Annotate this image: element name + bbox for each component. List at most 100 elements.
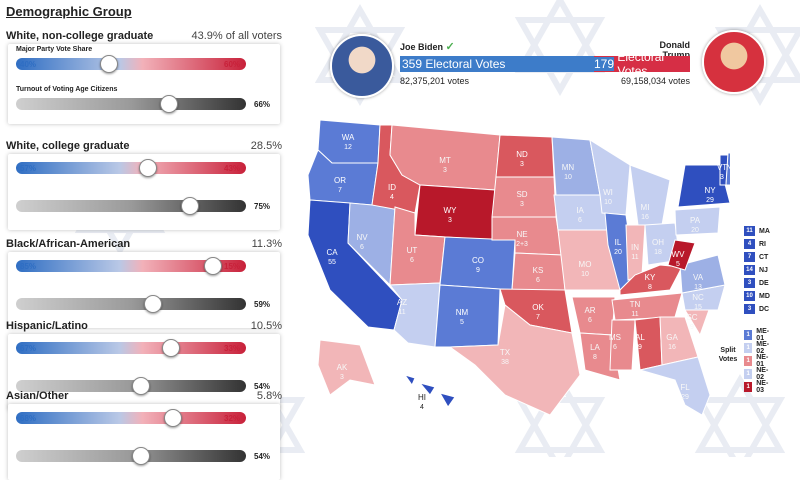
vote-share-slider[interactable] [16,342,246,354]
state-ev: 2+3 [516,241,528,248]
dem-share-value: 85% [20,262,37,271]
group-share: 5.8% [256,390,282,402]
vote-share-handle[interactable] [100,55,118,73]
vote-share-slider[interactable] [16,162,246,174]
state-tn[interactable] [611,292,683,321]
state-fl[interactable] [639,356,711,415]
group-share: 28.5% [250,140,282,152]
rep-candidate-name: Donald Trump [659,40,691,60]
split-ne-01[interactable]: 1 NE-01 [744,354,771,368]
state-label: LA [590,343,600,352]
state-ms[interactable] [609,319,636,371]
turnout-handle[interactable] [132,377,151,395]
vote-share-handle[interactable] [162,339,181,357]
state-ev: 3 [520,201,524,208]
vote-share-handle[interactable] [164,409,183,427]
state-label: MT [439,156,451,165]
legend-ma[interactable]: 11 MA [744,226,770,236]
state-label: CO [472,256,484,265]
state-ev: 10 [604,199,612,206]
legend-ev-box: 7 [744,252,755,262]
state-label: TX [500,348,511,357]
group-card: 68% 32% 54% [8,404,280,480]
state-wv[interactable] [667,239,696,271]
rep-share-value: 60% [224,60,241,69]
group-name: Asian/Other [6,390,69,402]
state-ev: 7 [536,314,540,321]
legend-state-label: CT [759,253,769,261]
state-ev: 15 [694,304,702,311]
vote-share-slider[interactable] [16,412,246,424]
legend-ev-box: 3 [744,278,755,288]
group-name: Black/African-American [6,238,131,250]
state-label: IN [631,243,639,252]
state-ev: 16 [641,214,649,221]
vote-share-handle[interactable] [139,159,158,177]
turnout-handle[interactable] [159,95,178,113]
state-ak[interactable] [317,339,376,396]
split-ne-02[interactable]: 1 NE-02 [744,367,771,381]
state-ev: 3 [448,217,452,224]
turnout-slider[interactable] [16,380,246,392]
turnout-slider[interactable] [16,98,246,110]
turnout-slider[interactable] [16,200,246,212]
state-ev: 7 [338,187,342,194]
group-card: 57% 43% 75% [8,154,280,230]
vote-share-slider[interactable] [16,260,246,272]
split-me-02[interactable]: 1 ME-02 [744,341,772,355]
state-label: NC [692,293,704,302]
state-ev: 29 [681,394,689,401]
dem-ev-number: 359 [402,57,423,71]
group-share: 10.5% [250,320,282,332]
state-ev: 20 [614,249,622,256]
state-label: AK [337,363,348,372]
legend-state-label: DE [759,279,769,287]
legend-de[interactable]: 3 DE [744,278,769,288]
state-hi[interactable] [403,374,456,408]
turnout-slider[interactable] [16,450,246,462]
state-label: NV [356,233,368,242]
state-label: CA [326,248,338,257]
state-label: GA [666,333,678,342]
state-ev: 3 [340,374,344,381]
legend-md[interactable]: 10 MD [744,291,770,301]
legend-ri[interactable]: 4 RI [744,239,766,249]
group-header: Black/African-American 11.3% [6,238,282,250]
group-header: White, college graduate 28.5% [6,140,282,152]
split-me-01[interactable]: 1 ME-01 [744,328,772,342]
rep-share-value: 43% [224,164,241,173]
state-label: SD [516,190,527,199]
state-ny[interactable] [677,164,730,208]
results-header: Joe Biden ✓ Donald Trump 359 Electoral V… [330,30,790,98]
vote-share-slider[interactable] [16,58,246,70]
split-ne-03[interactable]: 1 NE-03 [744,380,771,394]
state-pa[interactable] [674,206,721,236]
biden-avatar [330,34,394,98]
state-label: NH [726,163,730,172]
split-label: NE-02 [756,367,769,381]
state-tx[interactable] [448,304,581,415]
state-va[interactable] [679,254,726,294]
turnout-slider[interactable] [16,298,246,310]
legend-nj[interactable]: 14 NJ [744,265,768,275]
group-card: 67% 33% 54% [8,334,280,410]
rep-share-value: 33% [224,344,241,353]
state-nh[interactable] [725,152,730,186]
state-label: MN [562,163,575,172]
state-mi[interactable] [629,164,671,226]
turnout-handle[interactable] [143,295,162,313]
state-label: MI [641,203,650,212]
turnout-handle[interactable] [132,447,151,465]
turnout-handle[interactable] [180,197,199,215]
state-ev: 16 [668,344,676,351]
state-label: IL [615,238,622,247]
turnout-value: 66% [254,100,271,109]
split-label: NE-03 [756,380,769,394]
rep-share-value: 15% [224,262,241,271]
legend-dc[interactable]: 3 DC [744,304,769,314]
split-ev-box: 1 [744,369,753,379]
state-ar[interactable] [571,296,616,336]
dem-share-value: 68% [20,414,37,423]
legend-ct[interactable]: 7 CT [744,252,768,262]
vote-share-handle[interactable] [203,257,222,275]
